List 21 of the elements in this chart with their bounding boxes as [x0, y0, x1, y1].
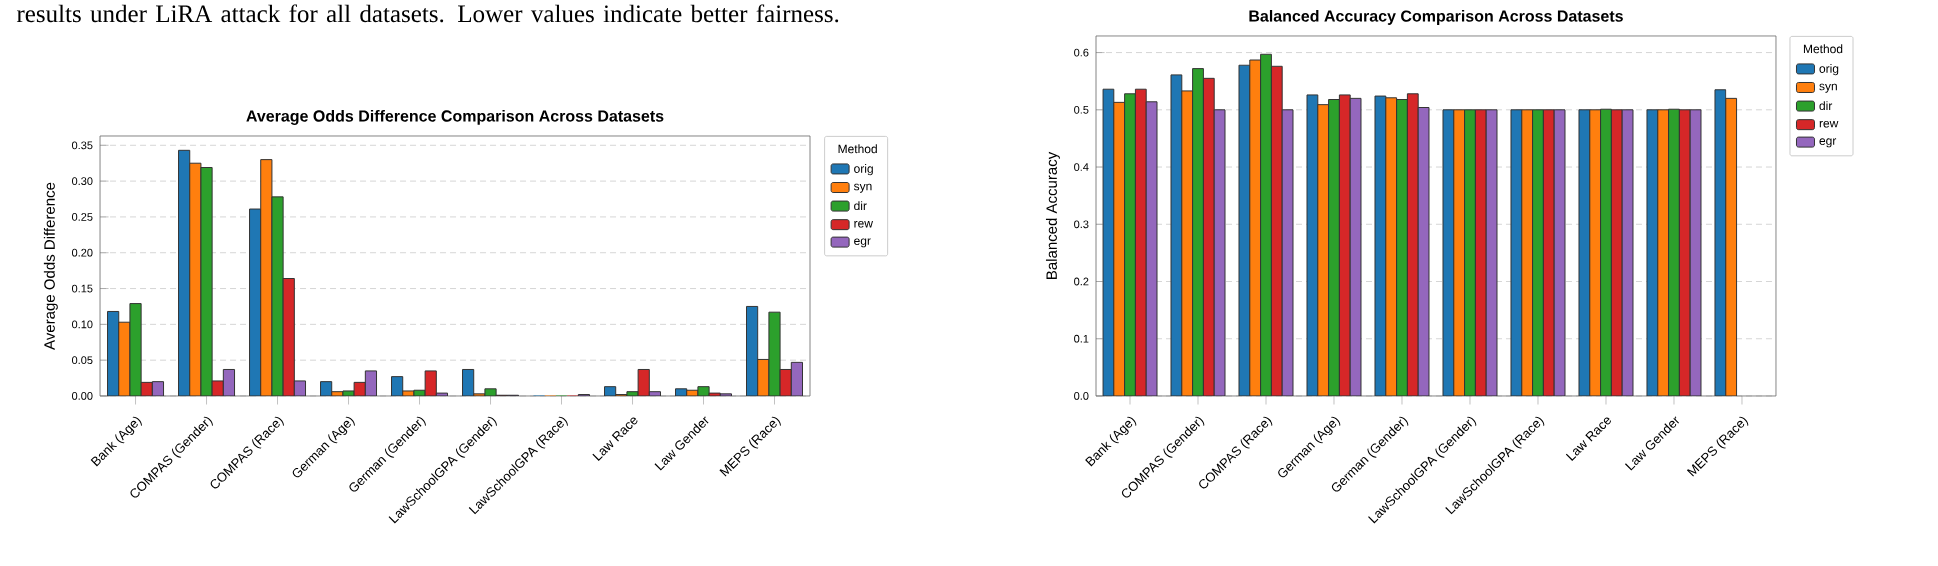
- text: results under LiRA attack for all datasets. Lower values indicate better fairness.: [16, 4, 839, 23]
- bar: [1668, 108, 1680, 396]
- bar: [1406, 93, 1419, 396]
- bar: [1678, 109, 1691, 396]
- bar: [1270, 65, 1283, 396]
- bar: [1474, 109, 1487, 396]
- bar: [1328, 99, 1340, 396]
- bar: [1396, 99, 1408, 396]
- bar: [1124, 93, 1136, 396]
- bar: [1600, 108, 1612, 396]
- bar: [1192, 68, 1204, 396]
- bar: [1610, 109, 1623, 396]
- chart-title: Average Odds Difference Comparison Across Datasets: [246, 109, 664, 125]
- bar: [1202, 77, 1215, 396]
- bar: [1338, 94, 1351, 396]
- bar: [1532, 109, 1544, 396]
- bar: [1260, 53, 1272, 396]
- bar: [1542, 109, 1555, 396]
- bar: [1464, 109, 1476, 396]
- bar: [1134, 88, 1147, 396]
- chart-title: Balanced Accuracy Comparison Across Datasets: [1249, 9, 1623, 25]
